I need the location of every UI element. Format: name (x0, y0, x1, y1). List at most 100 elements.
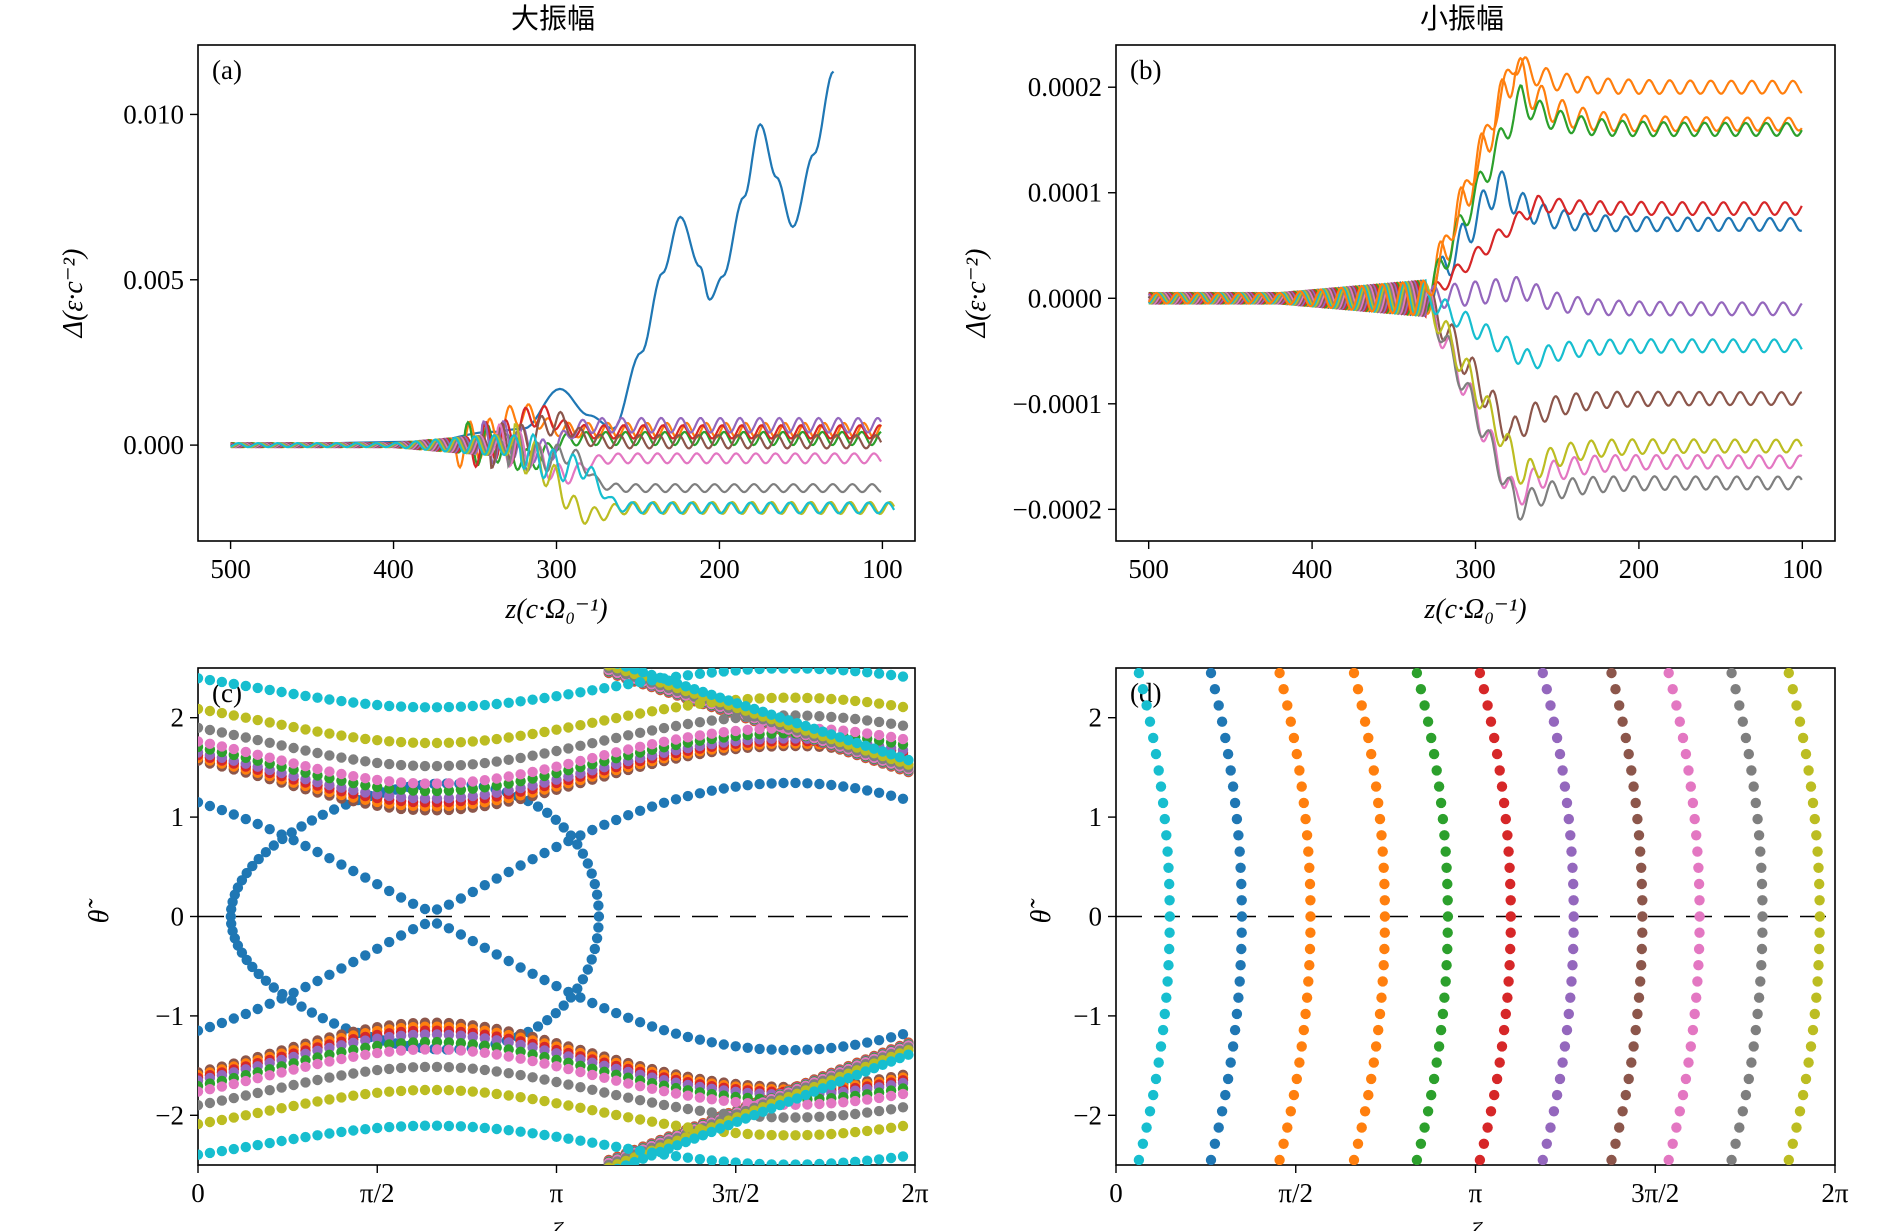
scatter-point (1674, 716, 1686, 727)
scatter-point (838, 712, 849, 723)
scatter-point (1352, 684, 1364, 695)
x-tick-label: 100 (862, 554, 903, 584)
scatter-point (670, 720, 682, 732)
scatter-point (443, 737, 455, 748)
scatter-point (1303, 976, 1314, 987)
scatter-point (204, 1021, 216, 1033)
scatter-point (455, 701, 467, 712)
x-tick-label: 400 (1292, 554, 1333, 584)
x-tick-label: 500 (210, 554, 251, 584)
scatter-point (694, 1105, 706, 1117)
scatter-point (826, 668, 837, 675)
scatter-point (802, 1112, 813, 1123)
scatter-point (658, 722, 670, 734)
scatter-point (1606, 1154, 1617, 1165)
scatter-point (1161, 830, 1172, 841)
scatter-point (515, 730, 526, 741)
scatter-point (348, 956, 359, 968)
y-tick-label: 2 (171, 703, 185, 733)
scatter-point (646, 1097, 658, 1108)
scatter-point (348, 697, 359, 708)
scatter-point (563, 1133, 574, 1144)
scatter-point (1811, 992, 1822, 1003)
scatter-point (599, 1003, 610, 1014)
scatter-point (897, 701, 909, 713)
scatter-point (336, 859, 347, 870)
scatter-point (1352, 1138, 1364, 1150)
scatter-point (1505, 895, 1516, 906)
title-large-amplitude: 大振幅 (511, 3, 595, 35)
scatter-point (1559, 1041, 1571, 1052)
scatter-point (1683, 1057, 1694, 1068)
scatter-point (706, 1126, 717, 1138)
scatter-point (611, 1109, 622, 1121)
x-tick-label: 300 (1455, 554, 1496, 584)
scatter-point (1807, 797, 1819, 809)
scatter-point (1377, 846, 1388, 857)
scatter-point (766, 692, 777, 704)
scatter-point (503, 697, 514, 708)
scatter-point (1620, 1089, 1632, 1101)
scatter-point (479, 789, 490, 800)
scatter-point (1491, 1073, 1503, 1085)
scatter-point (1800, 1073, 1812, 1085)
x-axis-label: ζ (551, 1218, 564, 1231)
scatter-point (491, 1049, 502, 1060)
scatter-point (515, 962, 526, 973)
scatter-point (360, 1088, 371, 1100)
scatter-point (809, 1086, 820, 1097)
scatter-point (730, 1127, 741, 1139)
scatter-point (1541, 684, 1553, 695)
scatter-point (527, 750, 538, 761)
scatter-point (1285, 716, 1297, 727)
y-tick-label: 1 (1089, 802, 1103, 832)
scatter-point (419, 1084, 431, 1096)
scatter-point (754, 693, 765, 704)
scatter-point (790, 777, 801, 789)
scatter-point (826, 1158, 837, 1165)
scatter-point (395, 736, 407, 748)
scatter-point (572, 983, 583, 994)
scatter-point (706, 1155, 717, 1165)
scatter-point (360, 950, 371, 961)
scatter-point (1157, 797, 1169, 809)
scatter-point (1557, 1057, 1568, 1068)
scatter-point (1746, 765, 1757, 776)
scatter-point (1680, 1073, 1692, 1085)
scatter-point (623, 1092, 634, 1103)
scatter-point (479, 1122, 490, 1134)
scatter-point (1633, 830, 1645, 841)
scatter-point (1426, 732, 1437, 744)
scatter-point (252, 682, 263, 694)
scatter-point (395, 784, 407, 795)
scatter-point (1750, 1024, 1762, 1036)
scatter-point (754, 668, 765, 675)
scatter-point (1691, 992, 1702, 1003)
scatter-point (1498, 1024, 1510, 1036)
scatter-point (778, 1044, 789, 1056)
scatter-point (629, 668, 640, 675)
scatter-point (732, 1116, 743, 1128)
scatter-point (575, 687, 586, 698)
scatter-point (697, 686, 709, 698)
scatter-point (903, 1049, 914, 1060)
scatter-point (826, 711, 837, 723)
scatter-point (204, 800, 216, 812)
scatter-point (467, 1121, 478, 1133)
scatter-point (443, 1029, 455, 1041)
scatter-point (467, 1063, 478, 1074)
scatter-point (706, 728, 717, 739)
scatter-point (613, 1163, 621, 1165)
scatter-point (563, 758, 574, 770)
scatter-point (634, 727, 646, 738)
scatter-point (277, 988, 288, 1000)
scatter-point (491, 698, 502, 710)
scatter-point (264, 998, 275, 1009)
scatter-point (1787, 1138, 1799, 1150)
scatter-point (1231, 1008, 1243, 1020)
scatter-point (491, 756, 502, 767)
scatter-point (897, 1088, 909, 1100)
scatter-point (1298, 1024, 1310, 1036)
scatter-point (634, 1017, 646, 1028)
scatter-point (479, 735, 490, 746)
